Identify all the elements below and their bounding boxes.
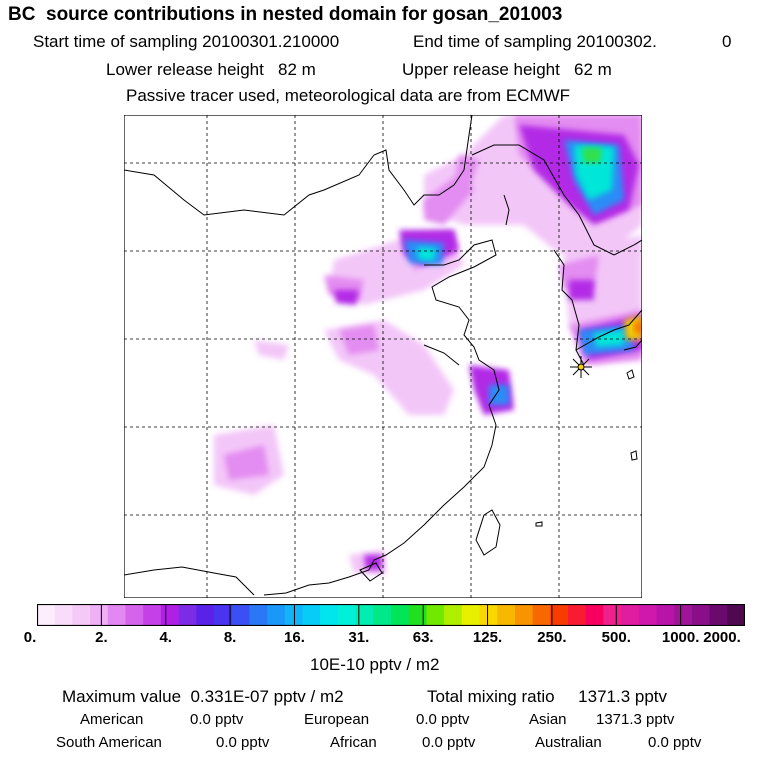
colorbar-swatch: [691, 604, 711, 626]
european-value: 0.0 pptv: [416, 711, 470, 728]
colorbar-swatch: [497, 604, 516, 626]
colorbar-tick-label: 2.: [95, 629, 108, 646]
upper-release-label: Upper release height 62 m: [402, 60, 612, 79]
colorbar-swatch: [603, 604, 622, 626]
colorbar-swatch: [231, 604, 250, 626]
colorbar-swatch: [249, 604, 268, 626]
colorbar-swatch: [143, 604, 162, 626]
asian-label: Asian: [529, 711, 567, 728]
colorbar-unit: 10E-10 pptv / m2: [310, 655, 440, 674]
colorbar-tick-label: 125.: [472, 629, 503, 646]
colorbar-swatch: [532, 604, 551, 626]
colorbar-swatch: [37, 604, 56, 626]
colorbar-swatch: [337, 604, 357, 626]
colorbar-swatch: [125, 604, 144, 626]
colorbar-swatch: [709, 604, 728, 626]
colorbar-swatch: [160, 604, 180, 626]
australian-value: 0.0 pptv: [648, 734, 702, 751]
receptor-marker-icon: [570, 356, 592, 378]
colorbar-swatch: [674, 604, 693, 626]
colorbar-swatch: [302, 604, 321, 626]
colorbar-swatch: [408, 604, 427, 626]
colorbar-swatch: [72, 604, 91, 626]
colorbar-tick-label: 4.: [159, 629, 172, 646]
colorbar-tick-label: 2000.: [703, 629, 741, 646]
colorbar-swatch: [444, 604, 463, 626]
total-mixing-label: Total mixing ratio 1371.3 pptv: [427, 687, 668, 706]
emission-plumes: [214, 115, 642, 575]
american-label: American: [80, 711, 144, 728]
colorbar-swatch: [568, 604, 587, 626]
colorbar-tick-label: 63.: [412, 629, 434, 646]
colorbar-swatch: [373, 604, 392, 626]
colorbar-tick-label: 8.: [223, 629, 237, 646]
australian-label: Australian: [535, 734, 602, 751]
colorbar-swatch: [461, 604, 481, 626]
african-value: 0.0 pptv: [422, 734, 476, 751]
american-value: 0.0 pptv: [190, 711, 244, 728]
plot-title: BC source contributions in nested domain…: [8, 4, 563, 25]
south-american-value: 0.0 pptv: [216, 734, 270, 751]
start-time-label: Start time of sampling 20100301.210000: [33, 32, 340, 51]
european-label: European: [304, 711, 370, 728]
colorbar-swatch: [391, 604, 410, 626]
colorbar-frame: [37, 604, 745, 626]
colorbar-tick-label: 0.: [23, 629, 37, 646]
colorbar-swatch: [54, 604, 73, 626]
colorbar-swatch: [550, 604, 569, 626]
max-value-label: Maximum value 0.331E-07 pptv / m2: [62, 687, 344, 706]
end-time-tail: 0: [722, 32, 732, 51]
colorbar-swatch: [514, 604, 534, 626]
coastlines: [124, 115, 642, 596]
grid-lines: [124, 115, 642, 598]
african-label: African: [330, 734, 377, 751]
colorbar-swatch: [320, 604, 339, 626]
lower-release-label: Lower release height 82 m: [106, 60, 316, 79]
colorbar-tick-label: 1000.: [661, 629, 700, 646]
colorbar-swatch: [196, 604, 215, 626]
colorbar-swatch: [585, 604, 604, 626]
colorbar-swatch: [621, 604, 640, 626]
colorbar-tick-label: 16.: [284, 629, 305, 646]
colorbar-swatch: [727, 604, 745, 626]
colorbar-swatch: [656, 604, 675, 626]
colorbar-swatch: [355, 604, 374, 626]
south-american-label: South American: [56, 734, 162, 751]
contribution-map: [124, 115, 642, 598]
colorbar-swatch: [107, 604, 127, 626]
colorbar-swatch: [479, 604, 498, 626]
colorbar: [37, 604, 745, 626]
colorbar-swatch: [178, 604, 197, 626]
colorbar-swatch: [214, 604, 233, 626]
colorbar-swatch: [267, 604, 286, 626]
tracer-note: Passive tracer used, meteorological data…: [126, 86, 571, 105]
colorbar-swatch: [284, 604, 304, 626]
colorbar-tick-label: 250.: [537, 629, 567, 646]
colorbar-tick-label: 31.: [348, 629, 370, 646]
colorbar-swatch: [90, 604, 109, 626]
asian-value: 1371.3 pptv: [596, 711, 675, 728]
end-time-label: End time of sampling 20100302.: [413, 32, 657, 51]
colorbar-swatch: [638, 604, 658, 626]
colorbar-swatch: [426, 604, 445, 626]
colorbar-tick-label: 500.: [601, 629, 631, 646]
